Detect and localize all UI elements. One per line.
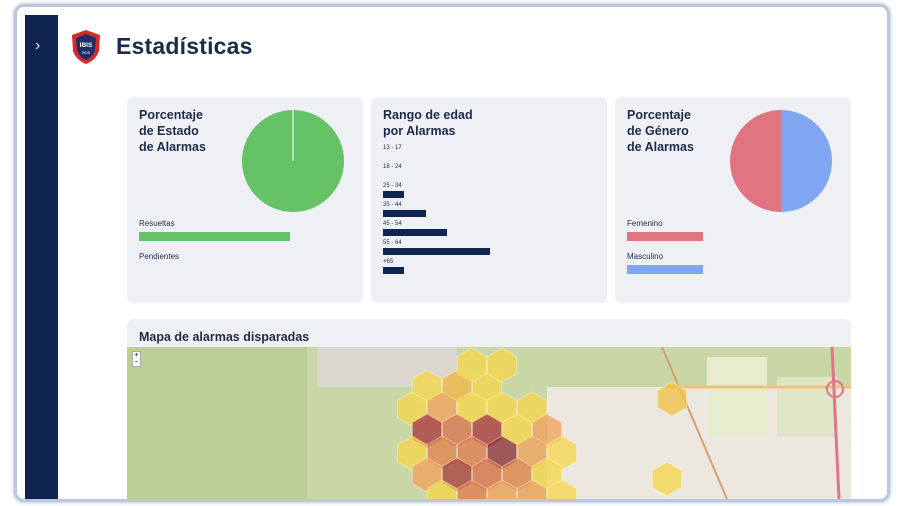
legend-bar-resueltas — [139, 232, 290, 241]
page-title: Estadísticas — [116, 33, 253, 59]
card-title: Porcentaje de Estado de Alarmas — [139, 108, 206, 154]
age-label: 25 - 34 — [383, 183, 402, 189]
legend-bar-masculino — [627, 265, 703, 274]
legend-label: Pendientes — [139, 252, 180, 261]
pie-slice-femenino — [730, 110, 781, 212]
heat-hexagon — [411, 369, 443, 405]
card-title: Rango de edad por Alarmas — [383, 108, 473, 138]
heat-hexagon — [456, 347, 488, 383]
age-bar — [383, 191, 405, 198]
heat-hexagon — [396, 435, 428, 471]
alarm-map[interactable]: + − — [127, 347, 851, 499]
heat-hexagon — [471, 457, 503, 493]
heat-hexagon — [486, 391, 518, 427]
heat-hexagon — [651, 461, 683, 497]
heat-hexagon — [531, 457, 563, 493]
age-label: 45 - 54 — [383, 221, 402, 227]
heat-hexagon — [426, 479, 458, 499]
heat-hexagon — [486, 479, 518, 499]
chevron-right-icon[interactable]: › — [35, 37, 41, 54]
age-label: 55 - 64 — [383, 240, 402, 246]
legend-bar-femenino — [627, 232, 703, 241]
svg-text:IBIS: IBIS — [80, 42, 93, 49]
age-bar — [383, 210, 426, 217]
age-bar — [383, 229, 448, 236]
app-window: › IBIS SOS Estadísticas Porcentaje de Es… — [14, 4, 890, 502]
age-label: 35 - 44 — [383, 202, 402, 208]
legend-label: Masculino — [627, 252, 664, 261]
heat-hexagon — [441, 413, 473, 449]
heat-hexagon — [501, 457, 533, 493]
heat-hexagon — [516, 391, 548, 427]
svg-text:SOS: SOS — [82, 50, 91, 55]
zoom-out-button[interactable]: − — [134, 359, 139, 366]
heat-hexagon — [486, 347, 518, 383]
heat-hexagon — [411, 457, 443, 493]
status-card: Porcentaje de Estado de Alarmas Resuelta… — [127, 97, 363, 303]
heat-hexagon — [656, 381, 688, 417]
heat-hexagon — [456, 391, 488, 427]
legend-label: Femenino — [627, 219, 663, 228]
legend-label: Resueltas — [139, 219, 175, 228]
heat-hexagon — [441, 457, 473, 493]
map-card: Mapa de alarmas disparadas + − — [127, 319, 851, 499]
heat-hexagon — [426, 391, 458, 427]
card-title: Porcentaje de Género de Alarmas — [627, 108, 694, 154]
heat-hexagon — [486, 435, 518, 471]
status-pie — [242, 110, 344, 212]
zoom-controls: + − — [132, 351, 141, 367]
card-title: Mapa de alarmas disparadas — [139, 330, 310, 344]
age-label: 18 - 24 — [383, 164, 402, 170]
gender-pie — [730, 110, 832, 212]
age-label: +65 — [383, 259, 394, 265]
age-label: 13 - 17 — [383, 145, 402, 151]
age-bar — [383, 267, 405, 274]
heat-hexagon — [396, 391, 428, 427]
logo: IBIS SOS — [72, 30, 100, 64]
age-card: Rango de edad por Alarmas 13 - 17 18 - 24… — [371, 97, 607, 303]
gender-card: Porcentaje de Género de Alarmas Femenino… — [615, 97, 851, 303]
heat-hexagon — [411, 413, 443, 449]
heat-hexagon — [456, 479, 488, 499]
heat-hexagon — [471, 413, 503, 449]
main-content: IBIS SOS Estadísticas Porcentaje de Esta… — [58, 15, 879, 499]
heat-hexagon — [426, 435, 458, 471]
heat-hexagon — [516, 435, 548, 471]
heat-hexagon — [546, 435, 578, 471]
heat-hexagon — [531, 413, 563, 449]
heat-hexagon — [501, 413, 533, 449]
heat-hexagon — [546, 479, 578, 499]
pie-slice-masculino — [781, 110, 832, 212]
heat-hexagon — [516, 479, 548, 499]
age-bar — [383, 248, 490, 255]
sidebar: › — [25, 15, 58, 499]
heat-hexagon — [456, 435, 488, 471]
zoom-in-button[interactable]: + — [134, 352, 139, 359]
